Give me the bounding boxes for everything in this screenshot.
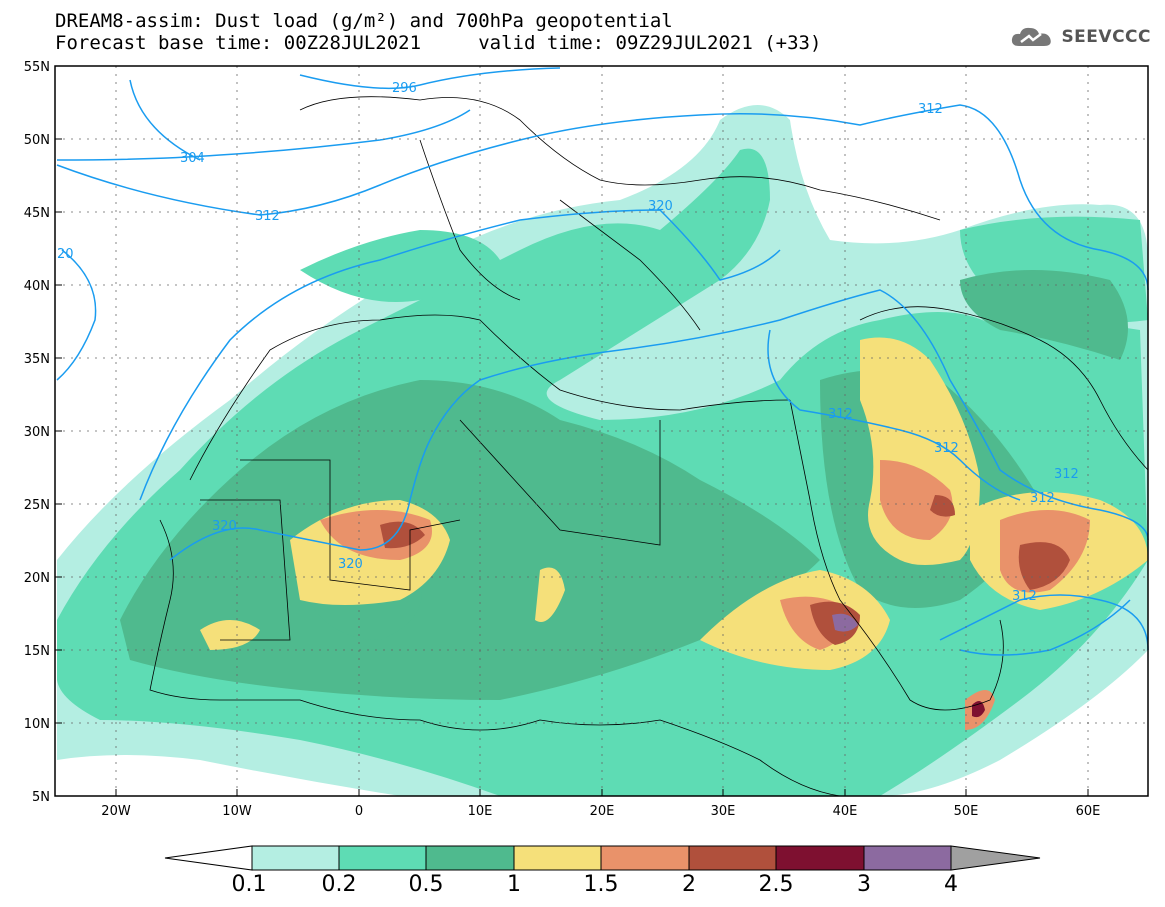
contour-label: 312: [918, 102, 943, 117]
axis-ticks: [55, 65, 1089, 797]
lon-label: 10E: [468, 804, 493, 819]
contour-label: 312: [1012, 589, 1037, 604]
colorbar-lower-arrow: [164, 845, 253, 871]
contour-label: 312: [934, 441, 959, 456]
lon-label: 50E: [954, 804, 979, 819]
lat-label: 20N: [24, 571, 50, 586]
contour-label: 296: [392, 81, 417, 96]
contour-label: 312: [255, 209, 280, 224]
lat-label: 5N: [32, 790, 50, 805]
lat-label: 40N: [24, 279, 50, 294]
colorbar-segment: [513, 845, 602, 871]
contour-label: 312: [1030, 491, 1055, 506]
contour-label: 20: [57, 247, 74, 262]
colorbar: [164, 845, 1041, 871]
lat-label: 10N: [24, 717, 50, 732]
colorbar-label: 2.5: [758, 872, 794, 897]
contour-label: 312: [1054, 467, 1079, 482]
lat-label: 25N: [24, 498, 50, 513]
geopotential-contours: [56, 67, 1149, 656]
lon-label: 60E: [1076, 804, 1101, 819]
lat-label: 35N: [24, 352, 50, 367]
colorbar-segment: [863, 845, 952, 871]
graticule: [55, 66, 1148, 796]
colorbar-label: 1.5: [583, 872, 619, 897]
colorbar-label: 1: [507, 872, 521, 897]
colorbar-label: 0.1: [231, 872, 267, 897]
colorbar-segment: [600, 845, 690, 871]
contour-label: 320: [212, 519, 237, 534]
colorbar-label: 2: [682, 872, 696, 897]
logo-text: SEEVCCC: [1061, 27, 1151, 47]
colorbar-segment: [425, 845, 515, 871]
country-borders: [149, 96, 1149, 797]
lon-label: 40E: [833, 804, 858, 819]
lat-label: 45N: [24, 206, 50, 221]
map-title: DREAM8-assim: Dust load (g/m²) and 700hP…: [55, 10, 673, 32]
cloud-icon: [1012, 27, 1052, 46]
lat-label: 50N: [24, 133, 50, 148]
colorbar-segment: [688, 845, 777, 871]
latitude-labels: 55N 50N 45N 40N 35N 30N 25N 20N 15N 10N …: [24, 60, 50, 805]
lon-label: 30E: [711, 804, 736, 819]
contour-label: 320: [338, 557, 363, 572]
colorbar-segment: [338, 845, 427, 871]
longitude-labels: 20W 10W 0 10E 20E 30E 40E 50E 60E: [101, 804, 1100, 819]
lon-label: 20E: [590, 804, 615, 819]
colorbar-upper-arrow: [950, 845, 1041, 871]
lon-label: 10W: [222, 804, 252, 819]
colorbar-segment: [251, 845, 340, 871]
lon-label: 20W: [101, 804, 131, 819]
lat-label: 30N: [24, 425, 50, 440]
lat-label: 55N: [24, 60, 50, 75]
colorbar-label: 0.5: [408, 872, 444, 897]
colorbar-label: 3: [857, 872, 871, 897]
contour-label: 312: [828, 407, 853, 422]
map-subtitle: Forecast base time: 00Z28JUL2021 valid t…: [55, 32, 822, 54]
colorbar-segment: [775, 845, 865, 871]
seevccc-logo: SEEVCCC: [1009, 24, 1151, 50]
lon-label: 0: [355, 804, 363, 819]
lat-label: 15N: [24, 644, 50, 659]
colorbar-label: 0.2: [321, 872, 357, 897]
dust-shading-peak: [380, 495, 1070, 718]
colorbar-label: 4: [944, 872, 958, 897]
contour-label-group: 296 304 312 320 20 312 312 320 312 320 3…: [57, 81, 1079, 604]
contour-label: 320: [648, 199, 673, 214]
contour-label: 304: [180, 151, 205, 166]
